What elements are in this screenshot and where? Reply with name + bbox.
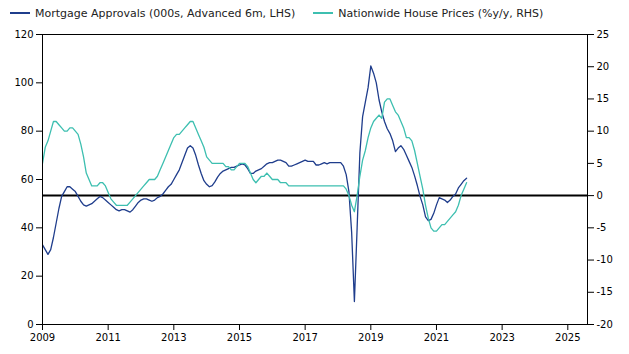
svg-text:15: 15: [597, 93, 610, 104]
svg-text:80: 80: [21, 125, 34, 136]
svg-text:25: 25: [597, 29, 610, 40]
svg-text:2025: 2025: [555, 332, 580, 343]
svg-text:0: 0: [27, 319, 33, 330]
svg-text:-10: -10: [597, 254, 613, 265]
svg-text:2021: 2021: [424, 332, 449, 343]
svg-text:20: 20: [21, 270, 34, 281]
svg-text:60: 60: [21, 174, 34, 185]
svg-text:10: 10: [597, 125, 610, 136]
svg-text:-5: -5: [597, 222, 607, 233]
svg-text:100: 100: [14, 77, 33, 88]
svg-text:120: 120: [14, 29, 33, 40]
svg-text:2013: 2013: [161, 332, 186, 343]
svg-text:2017: 2017: [292, 332, 317, 343]
html-text:Nationwide House Prices (%y/y,: Nationwide House Prices (%y/y, RHS): [338, 6, 544, 20]
svg-text:0: 0: [597, 190, 603, 201]
svg-text:2011: 2011: [95, 332, 120, 343]
svg-text:2009: 2009: [30, 332, 55, 343]
html-text:Mortgage Approvals (000s, Adva: Mortgage Approvals (000s, Advanced 6m, L…: [35, 6, 296, 20]
svg-text:5: 5: [597, 158, 603, 169]
svg-text:20: 20: [597, 61, 610, 72]
svg-text:2023: 2023: [489, 332, 514, 343]
svg-text:-20: -20: [597, 319, 613, 330]
svg-text:-15: -15: [597, 286, 613, 297]
svg-text:2015: 2015: [227, 332, 252, 343]
svg-text:2019: 2019: [358, 332, 383, 343]
svg-text:40: 40: [21, 222, 34, 233]
